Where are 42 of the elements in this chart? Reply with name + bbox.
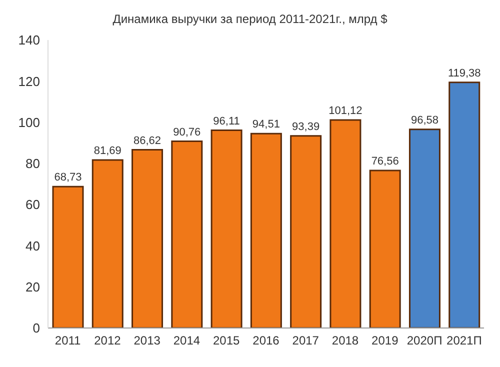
x-tick-label: 2021П [446,334,482,348]
y-tick-label: 100 [18,114,40,130]
x-tick-label: 2020П [406,334,442,348]
x-tick-label: 2014 [173,334,200,348]
bar [408,128,440,328]
bar [330,119,362,328]
bar [171,140,203,328]
y-tick-label: 0 [32,320,40,336]
chart-title: Динамика выручки за период 2011-2021г., млрд $ [112,11,388,28]
x-tick-label: 2018 [332,334,359,348]
data-label: 68,73 [54,172,82,184]
y-tick-label: 120 [18,74,40,89]
data-label: 119,38 [448,67,481,80]
y-tick-label: 60 [26,197,40,212]
x-tick-label: 2019 [372,334,399,348]
bar [92,159,124,328]
bar [369,170,401,328]
x-tick-label: 2015 [213,334,240,348]
data-label: 94,51 [252,118,280,131]
bar [250,132,282,328]
data-label: 81,69 [94,144,122,157]
data-label: 96,11 [213,115,240,128]
x-tick-label: 2013 [134,334,161,348]
y-tick-label: 20 [26,279,40,294]
bar [290,135,322,328]
x-tick-label: 2011 [54,334,82,348]
x-tick-label: 2017 [292,334,320,348]
y-tick-label: 140 [18,32,40,48]
data-label: 93,39 [292,120,320,133]
bar [448,82,480,328]
y-tick-label: 80 [26,156,40,172]
bar [210,130,242,328]
data-label: 96,58 [410,114,438,126]
data-label: 86,62 [134,134,162,147]
data-label: 90,76 [173,126,201,138]
data-label: 76,56 [371,156,399,168]
data-label: 101,12 [328,104,362,117]
x-tick-label: 2012 [94,334,122,348]
x-tick-label: 2016 [252,334,280,348]
bar [52,186,84,328]
bar [132,149,164,328]
y-tick-label: 40 [26,238,40,254]
